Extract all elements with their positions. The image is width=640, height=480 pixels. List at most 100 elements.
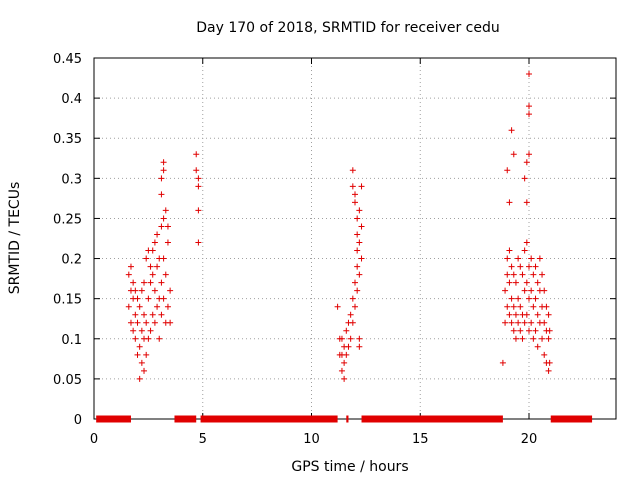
data-point — [521, 175, 528, 182]
data-point — [517, 303, 524, 310]
data-point — [541, 287, 548, 294]
data-point — [132, 311, 139, 318]
data-point — [510, 303, 517, 310]
data-point — [508, 319, 515, 326]
data-point — [356, 207, 363, 214]
x-tick-label: 15 — [412, 432, 429, 447]
data-point — [195, 239, 202, 246]
data-point — [541, 351, 548, 358]
data-point — [515, 295, 522, 302]
data-point — [506, 247, 513, 254]
data-point — [356, 239, 363, 246]
data-point — [160, 167, 167, 174]
data-point — [195, 175, 202, 182]
data-point — [526, 327, 532, 334]
data-point — [141, 279, 148, 286]
data-point — [160, 295, 167, 302]
data-point — [523, 199, 530, 206]
y-tick-label: 0.2 — [61, 253, 82, 268]
data-point — [519, 271, 526, 278]
data-point — [125, 303, 132, 310]
data-point — [167, 319, 174, 326]
data-point — [352, 199, 358, 206]
y-axis-label: SRMTID / TECUs — [7, 182, 23, 295]
x-tick-label: 10 — [303, 432, 320, 447]
data-point — [149, 247, 156, 254]
data-point — [162, 207, 169, 214]
data-point — [343, 351, 350, 358]
data-point — [354, 287, 361, 294]
data-point — [145, 335, 152, 342]
data-point — [195, 207, 202, 214]
data-point — [134, 319, 141, 326]
data-point — [532, 295, 539, 302]
data-point — [502, 287, 509, 294]
data-point — [160, 215, 167, 222]
data-point — [526, 151, 532, 158]
data-point — [134, 295, 141, 302]
data-point — [136, 343, 143, 350]
data-point — [530, 271, 537, 278]
data-point — [530, 303, 537, 310]
data-point — [154, 263, 161, 270]
y-tick-label: 0.25 — [53, 212, 82, 227]
data-point — [127, 319, 134, 326]
data-point — [158, 175, 165, 182]
data-point — [526, 111, 532, 118]
data-point — [532, 263, 539, 270]
data-point — [193, 167, 200, 174]
x-axis-label: GPS time / hours — [291, 459, 408, 475]
data-point — [193, 151, 200, 158]
data-point — [506, 279, 513, 286]
data-point — [358, 183, 365, 190]
data-point — [545, 367, 552, 374]
data-point — [356, 343, 363, 350]
data-point — [138, 359, 145, 366]
data-point — [143, 255, 150, 262]
data-point — [504, 271, 511, 278]
data-point — [341, 375, 348, 382]
data-point — [125, 271, 132, 278]
data-point — [523, 311, 530, 318]
data-point — [523, 279, 530, 286]
data-point — [352, 303, 358, 310]
data-point — [334, 303, 341, 310]
data-point — [354, 263, 361, 270]
y-tick-label: 0.3 — [61, 172, 82, 187]
data-point — [156, 335, 163, 342]
data-point — [512, 279, 519, 286]
data-point — [526, 263, 532, 270]
data-point — [134, 351, 141, 358]
x-tick-label: 5 — [199, 432, 207, 447]
plot-frame — [93, 57, 617, 420]
data-point — [541, 319, 548, 326]
data-point — [338, 367, 345, 374]
tick-labels: 0 0.05 0.1 0.15 0.2 0.25 0.3 0.35 0.4 0.45 0 5 10 15 2… — [53, 52, 537, 447]
data-point — [132, 335, 139, 342]
data-point — [347, 311, 354, 318]
x-tick-label: 0 — [90, 432, 98, 447]
data-point — [164, 303, 171, 310]
data-point — [523, 159, 530, 166]
data-point — [356, 335, 363, 342]
data-point — [506, 311, 513, 318]
data-point — [141, 311, 148, 318]
data-point — [149, 271, 156, 278]
data-point — [530, 335, 537, 342]
data-point — [154, 231, 161, 238]
data-point — [358, 223, 365, 230]
data-point — [141, 367, 148, 374]
data-point — [528, 255, 535, 262]
data-point — [526, 71, 532, 78]
data-point — [147, 263, 154, 270]
data-point — [127, 263, 134, 270]
data-point — [512, 335, 519, 342]
data-point — [158, 191, 165, 198]
data-point — [508, 295, 515, 302]
data-point — [164, 223, 171, 230]
data-point — [130, 327, 137, 334]
data-point — [502, 319, 509, 326]
data-point — [149, 311, 156, 318]
data-point — [515, 255, 522, 262]
data-point — [534, 279, 541, 286]
